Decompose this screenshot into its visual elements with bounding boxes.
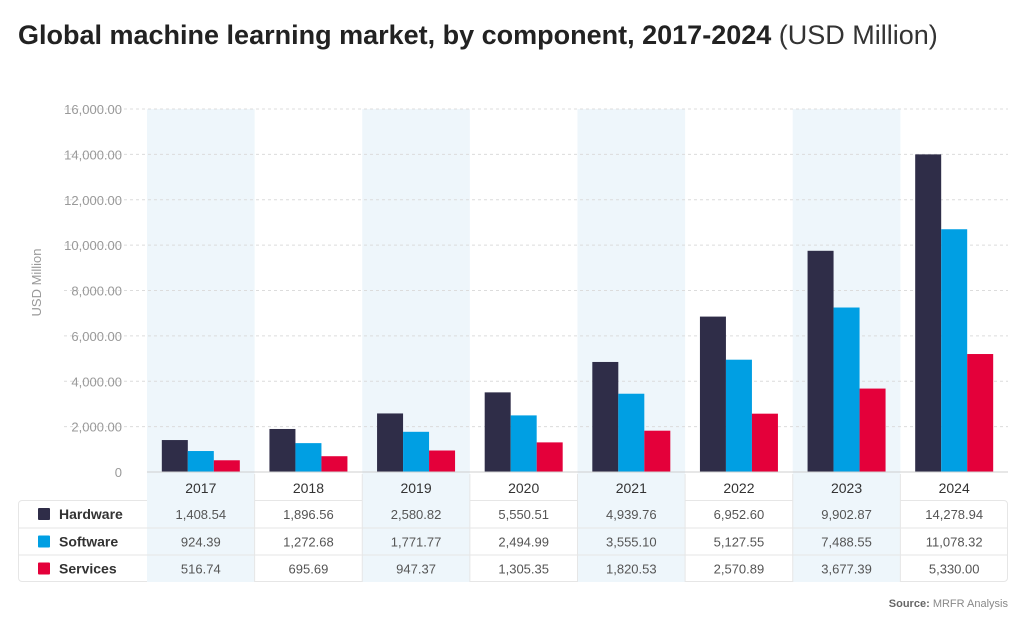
data-label: 1,305.35 [498, 562, 549, 577]
y-tick-label: 14,000.00 [64, 147, 122, 162]
data-label: 5,550.51 [498, 507, 549, 522]
bar-services-2024 [967, 354, 994, 472]
y-tick-label: 16,000.00 [64, 102, 122, 117]
source-text: MRFR Analysis [932, 598, 1008, 610]
data-label: 924.39 [181, 535, 221, 550]
bar-software-2021 [618, 393, 645, 472]
chart-title-unit: (USD Million) [778, 20, 938, 50]
source-note: Source: MRFR Analysis [889, 598, 1008, 610]
data-label: 2,580.82 [391, 507, 442, 522]
data-label: 1,272.68 [283, 535, 334, 550]
y-tick-label: 0 [115, 465, 122, 480]
data-label: 4,939.76 [606, 507, 657, 522]
data-label: 3,677.39 [821, 562, 872, 577]
x-tick-label: 2017 [185, 480, 216, 496]
bar-software-2024 [941, 229, 968, 472]
data-label: 3,555.10 [606, 535, 657, 550]
bar-hardware-2021 [592, 361, 619, 472]
data-label: 1,896.56 [283, 507, 334, 522]
bar-software-2018 [295, 443, 322, 472]
x-tick-label: 2024 [939, 480, 970, 496]
data-label: 947.37 [396, 562, 436, 577]
bar-hardware-2018 [269, 428, 296, 472]
data-label: 5,127.55 [714, 535, 765, 550]
x-tick-label: 2022 [723, 480, 754, 496]
legend-label-services: Services [59, 561, 117, 577]
bar-services-2021 [644, 430, 671, 472]
bar-services-2018 [321, 456, 348, 472]
bar-hardware-2022 [699, 316, 726, 472]
chart-title-main: Global machine learning market, by compo… [18, 20, 772, 50]
y-tick-label: 6,000.00 [71, 329, 122, 344]
bar-software-2020 [510, 415, 537, 472]
y-axis-title: USD Million [29, 249, 44, 317]
x-tick-label: 2023 [831, 480, 862, 496]
bar-software-2023 [833, 307, 860, 472]
x-tick-label: 2020 [508, 480, 539, 496]
x-tick-label: 2019 [400, 480, 431, 496]
bar-services-2020 [536, 442, 563, 472]
y-tick-label: 2,000.00 [71, 420, 122, 435]
bar-services-2022 [751, 413, 778, 472]
legend-label-software: Software [59, 534, 118, 550]
bar-software-2022 [725, 359, 752, 472]
data-label: 6,952.60 [714, 507, 765, 522]
data-label: 7,488.55 [821, 535, 872, 550]
legend-swatch-services [38, 562, 50, 575]
data-label: 11,078.32 [926, 535, 983, 550]
data-label: 695.69 [289, 562, 329, 577]
y-tick-label: 10,000.00 [64, 238, 122, 253]
data-label: 516.74 [181, 562, 221, 577]
bar-services-2023 [859, 388, 886, 472]
data-label: 1,820.53 [606, 562, 657, 577]
data-label: 2,570.89 [714, 562, 765, 577]
data-table-frame [18, 500, 1008, 582]
bar-hardware-2017 [161, 440, 188, 472]
column-shade [577, 109, 686, 582]
bar-software-2017 [187, 451, 214, 472]
bar-hardware-2019 [377, 413, 404, 472]
data-label: 14,278.94 [925, 507, 983, 522]
data-label: 1,771.77 [391, 535, 442, 550]
x-tick-label: 2021 [616, 480, 647, 496]
chart-title: Global machine learning market, by compo… [18, 20, 938, 51]
bar-hardware-2023 [807, 250, 834, 472]
column-shade [147, 109, 255, 582]
bar-hardware-2024 [915, 154, 942, 472]
column-shade [362, 109, 470, 582]
legend-label-hardware: Hardware [59, 506, 123, 522]
data-label: 5,330.00 [929, 562, 980, 577]
bar-hardware-2020 [484, 392, 511, 472]
x-tick-label: 2018 [293, 480, 324, 496]
bar-services-2017 [213, 460, 240, 472]
data-label: 2,494.99 [498, 535, 549, 550]
data-label: 1,408.54 [176, 507, 227, 522]
data-label: 9,902.87 [821, 507, 872, 522]
source-label: Source: [888, 598, 930, 610]
y-tick-label: 4,000.00 [71, 374, 122, 389]
y-tick-label: 8,000.00 [71, 284, 122, 299]
bar-software-2019 [403, 431, 430, 472]
bar-services-2019 [429, 450, 456, 472]
legend-swatch-software [38, 535, 50, 548]
y-tick-label: 12,000.00 [64, 193, 122, 208]
legend-swatch-hardware [38, 508, 50, 520]
